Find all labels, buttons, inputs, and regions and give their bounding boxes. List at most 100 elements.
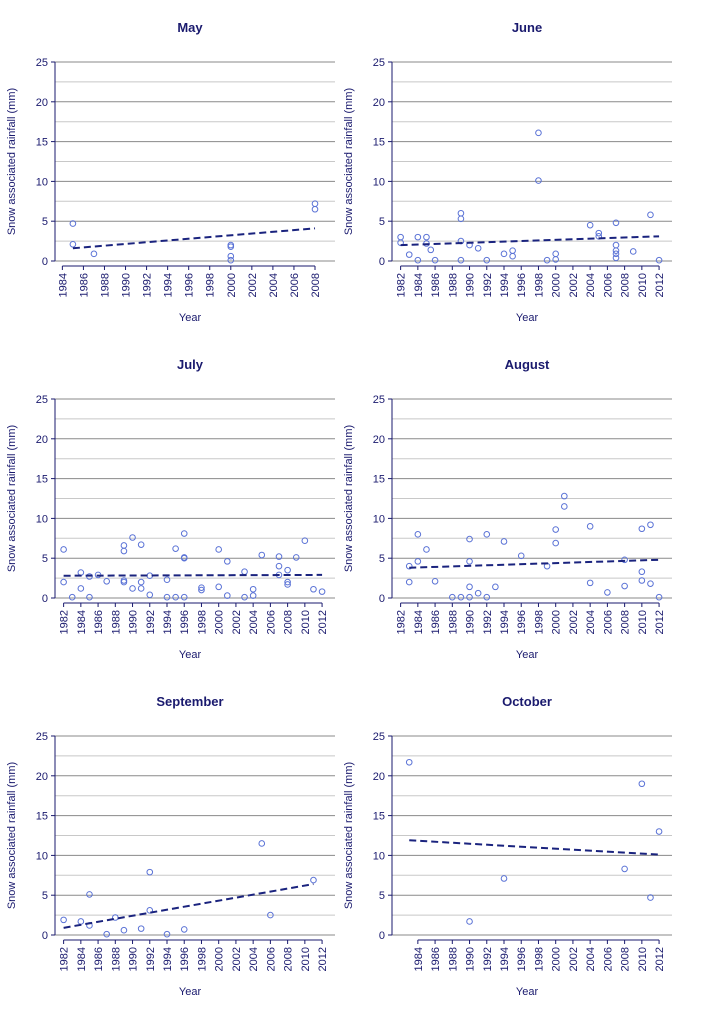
x-tick-label: 1996 bbox=[179, 947, 191, 971]
y-tick-label: 5 bbox=[42, 216, 48, 228]
point bbox=[258, 551, 266, 559]
point bbox=[397, 233, 404, 241]
point bbox=[457, 593, 465, 601]
point bbox=[180, 530, 188, 537]
x-tick-label: 1984 bbox=[413, 273, 425, 297]
x-tick-label: 2004 bbox=[585, 273, 597, 297]
x-tick-label: 1990 bbox=[121, 273, 133, 297]
point bbox=[86, 593, 93, 601]
y-tick-label: 10 bbox=[36, 850, 48, 862]
point bbox=[103, 577, 110, 585]
point bbox=[224, 592, 231, 599]
point bbox=[457, 256, 465, 264]
point bbox=[69, 220, 77, 227]
x-tick-label: 2000 bbox=[214, 610, 226, 634]
y-tick-label: 0 bbox=[379, 593, 385, 605]
point bbox=[483, 531, 491, 538]
point bbox=[120, 547, 128, 555]
point bbox=[414, 256, 422, 264]
x-tick-label: 2004 bbox=[585, 947, 597, 971]
point bbox=[405, 251, 413, 258]
x-tick-label: 2008 bbox=[283, 947, 295, 971]
x-tick-label: 2002 bbox=[568, 947, 580, 971]
x-tick-label: 1988 bbox=[447, 947, 459, 971]
x-tick-label: 2010 bbox=[300, 947, 312, 971]
panel-title: May bbox=[177, 20, 203, 35]
x-tick-label: 1992 bbox=[142, 273, 154, 297]
point bbox=[457, 209, 465, 217]
point bbox=[137, 585, 145, 592]
point bbox=[258, 840, 266, 847]
y-tick-label: 20 bbox=[36, 97, 48, 109]
point bbox=[466, 535, 473, 543]
x-tick-label: 1994 bbox=[163, 273, 175, 297]
point bbox=[492, 583, 499, 591]
x-tick-label: 2008 bbox=[310, 273, 322, 297]
x-tick-label: 1986 bbox=[430, 610, 442, 634]
x-tick-label: 1988 bbox=[110, 610, 122, 634]
point bbox=[500, 250, 508, 258]
point bbox=[612, 219, 620, 227]
x-axis-label: Year bbox=[179, 312, 202, 324]
y-tick-label: 5 bbox=[42, 553, 48, 565]
point bbox=[180, 926, 188, 933]
x-tick-label: 2004 bbox=[268, 273, 280, 297]
y-tick-label: 5 bbox=[42, 890, 48, 902]
x-tick-label: 2010 bbox=[637, 610, 649, 634]
x-tick-label: 1986 bbox=[430, 947, 442, 971]
x-tick-label: 2008 bbox=[620, 610, 632, 634]
point bbox=[612, 241, 620, 249]
point bbox=[612, 250, 620, 258]
x-tick-label: 2002 bbox=[231, 610, 243, 634]
x-tick-label: 2006 bbox=[602, 610, 614, 634]
point bbox=[621, 865, 628, 873]
x-tick-label: 1996 bbox=[184, 273, 196, 297]
point bbox=[86, 891, 93, 898]
y-tick-label: 20 bbox=[36, 434, 48, 446]
point bbox=[311, 205, 319, 213]
x-axis-label: Year bbox=[179, 649, 202, 661]
point bbox=[561, 492, 568, 500]
point bbox=[466, 558, 473, 565]
x-tick-label: 1988 bbox=[447, 610, 459, 634]
point bbox=[120, 542, 128, 549]
point bbox=[60, 546, 67, 553]
point bbox=[60, 578, 67, 586]
x-tick-label: 1990 bbox=[465, 610, 477, 634]
x-tick-label: 1986 bbox=[78, 273, 90, 297]
point bbox=[483, 256, 491, 264]
trend-line bbox=[63, 573, 323, 577]
point bbox=[612, 254, 620, 262]
point bbox=[647, 211, 654, 219]
point bbox=[552, 526, 559, 533]
trend-line bbox=[409, 558, 660, 569]
point bbox=[284, 566, 291, 574]
point bbox=[552, 539, 559, 547]
point bbox=[90, 250, 98, 258]
point bbox=[405, 562, 413, 570]
x-tick-label: 1982 bbox=[59, 610, 71, 634]
x-tick-label: 1982 bbox=[396, 610, 408, 634]
x-tick-label: 2000 bbox=[551, 273, 563, 297]
panel-title: July bbox=[177, 357, 204, 372]
x-tick-label: 1988 bbox=[110, 947, 122, 971]
point bbox=[137, 541, 145, 548]
y-tick-label: 10 bbox=[36, 513, 48, 525]
x-tick-label: 2006 bbox=[265, 610, 277, 634]
y-tick-label: 15 bbox=[373, 137, 385, 149]
point bbox=[60, 916, 67, 924]
x-tick-label: 1994 bbox=[499, 273, 511, 297]
point bbox=[655, 828, 663, 835]
point bbox=[292, 554, 300, 561]
point bbox=[466, 583, 473, 591]
point bbox=[215, 546, 222, 553]
point bbox=[146, 591, 154, 599]
point bbox=[638, 780, 646, 788]
x-tick-label: 1988 bbox=[99, 273, 111, 297]
y-axis-label: Snow associated rainfall (mm) bbox=[6, 425, 18, 572]
point bbox=[500, 875, 508, 882]
point bbox=[163, 930, 171, 938]
point bbox=[163, 576, 171, 583]
x-tick-label: 2002 bbox=[568, 610, 580, 634]
x-tick-label: 1984 bbox=[413, 610, 425, 634]
